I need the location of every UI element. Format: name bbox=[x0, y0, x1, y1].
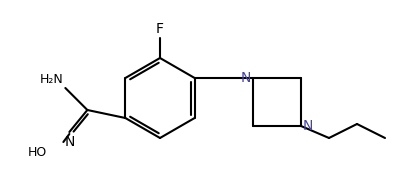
Text: N: N bbox=[302, 119, 313, 133]
Text: H₂N: H₂N bbox=[40, 73, 63, 86]
Text: F: F bbox=[156, 22, 164, 36]
Text: HO: HO bbox=[28, 145, 47, 159]
Text: N: N bbox=[64, 135, 75, 149]
Text: N: N bbox=[240, 71, 250, 85]
